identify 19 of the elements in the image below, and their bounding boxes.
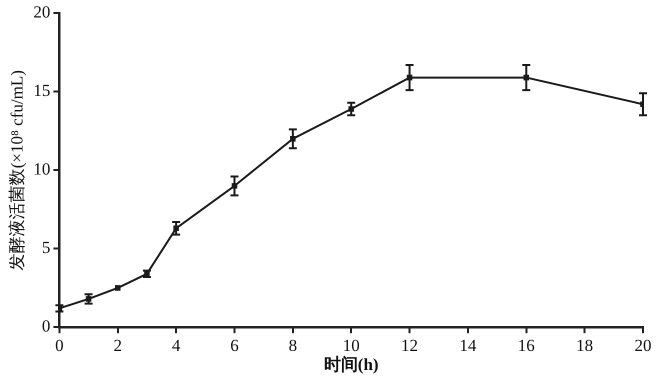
x-tick-label: 18 <box>576 336 594 355</box>
x-tick-label: 14 <box>459 336 477 355</box>
x-tick-label: 8 <box>288 336 298 355</box>
y-tick-label: 15 <box>33 81 50 100</box>
x-tick-label: 16 <box>518 336 535 355</box>
point <box>114 285 121 291</box>
y-axis-title: 发酵液活菌数(×10⁸ cfu/mL) <box>8 70 27 270</box>
y-tick-label: 5 <box>42 238 50 258</box>
x-tick-label: 10 <box>342 336 360 355</box>
y-tick-label: 20 <box>33 2 50 22</box>
y-tick-label: 10 <box>33 160 50 179</box>
x-tick-label: 12 <box>401 336 418 355</box>
x-tick-label: 20 <box>634 336 652 355</box>
x-axis-title: 时间(h) <box>324 355 379 374</box>
x-tick-label: 4 <box>172 336 181 355</box>
x-tick-label: 6 <box>230 336 239 355</box>
x-tick-label: 2 <box>114 336 122 355</box>
x-tick-label: 0 <box>55 336 64 355</box>
y-tick-label: 0 <box>42 316 50 336</box>
